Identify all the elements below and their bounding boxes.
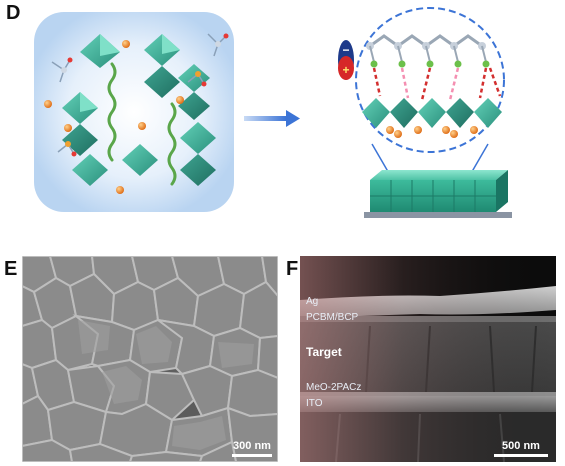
octahedron (122, 144, 158, 176)
layer-label-ag: Ag (306, 296, 318, 307)
charge-icon: − + (338, 40, 354, 80)
interaction-lines (372, 67, 502, 101)
pendant-atoms (370, 60, 490, 68)
layer-label-target: Target (306, 345, 342, 359)
scale-bar-label-e: 300 nm (233, 440, 271, 452)
process-arrow (244, 110, 300, 127)
sem-top-view-image: 300 nm (22, 256, 278, 462)
orange-ions (44, 40, 184, 194)
magnified-ions (386, 126, 478, 138)
charge-minus: − (342, 43, 349, 57)
octahedra-group (62, 34, 216, 186)
octahedron (180, 122, 216, 186)
molecule-atoms (61, 33, 229, 157)
magnified-view-circle (355, 7, 505, 153)
pendant-groups (369, 45, 487, 63)
perovskite-film-blocks (370, 170, 508, 212)
polymer-strands (107, 62, 177, 186)
layer-label-meo: MeO-2PACz (306, 382, 361, 393)
schematic-panel-d: − + (34, 7, 512, 218)
scale-bar-line (232, 454, 272, 457)
grain-shading (78, 320, 254, 450)
octahedron (144, 34, 180, 98)
octahedron (80, 34, 120, 68)
substrate (364, 212, 512, 218)
charge-plus: + (342, 63, 349, 77)
layer-label-ito: ITO (306, 398, 323, 409)
sem-cross-section-image: Ag PCBM/BCP Target MeO-2PACz ITO 500 nm (300, 256, 556, 462)
octahedron (72, 154, 108, 186)
layer-label-pcbm: PCBM/BCP (306, 312, 359, 323)
scale-bar-label-f: 500 nm (502, 440, 540, 452)
panel-label-f: F (286, 258, 299, 280)
precursor-solution-background (34, 12, 234, 212)
magnified-octahedra (362, 98, 502, 128)
scale-bar-line (494, 454, 548, 457)
panel-label-e: E (4, 258, 18, 280)
panel-label-d: D (6, 2, 21, 24)
